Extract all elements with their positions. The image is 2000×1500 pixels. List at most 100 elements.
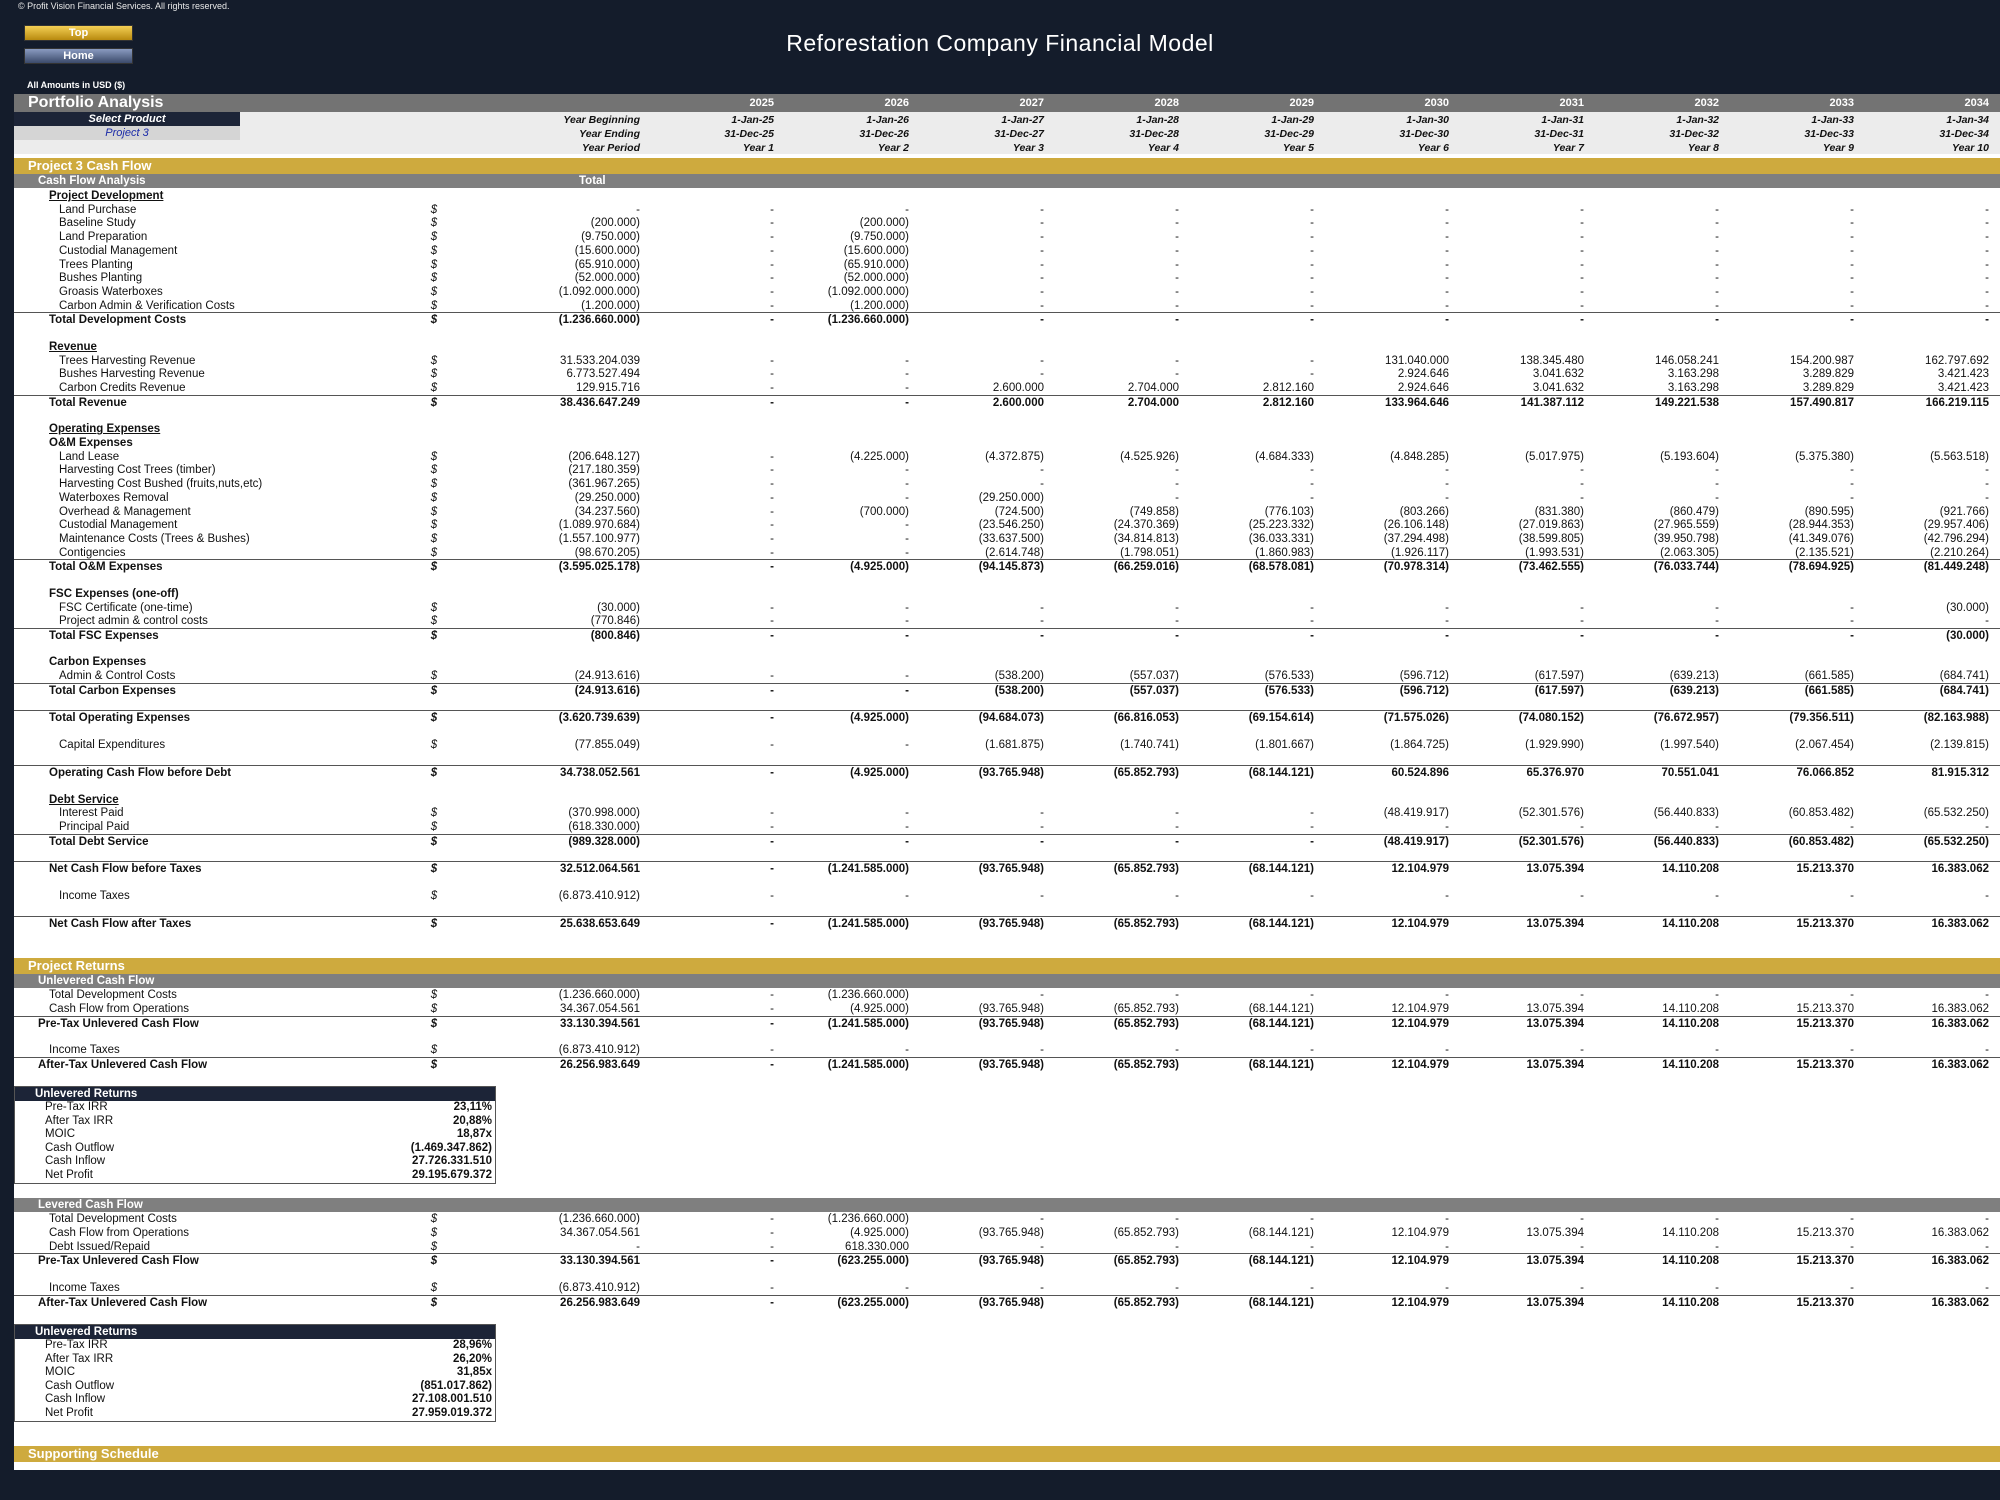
row-value: 14.110.208 (1662, 1059, 1719, 1071)
returns-label: After Tax IRR (45, 1352, 114, 1365)
currency-symbol: $ (430, 807, 438, 820)
row-value: - (1850, 989, 1854, 1001)
row-value: - (770, 396, 774, 409)
row-value: - (1445, 491, 1449, 504)
row-value: - (1310, 1282, 1314, 1294)
row-value: - (1445, 464, 1449, 477)
table-row: After-Tax Unlevered Cash Flow $26.256.983… (14, 1294, 2000, 1310)
row-total: 26.256.983.649 (560, 1296, 640, 1309)
row-total: (3.595.025.178) (558, 561, 640, 574)
row-label: Custodial Management (59, 244, 178, 257)
row-value: (65.852.793) (1113, 1017, 1179, 1030)
product-selector[interactable]: Project 3 (14, 126, 240, 140)
top-button[interactable]: Top (24, 25, 133, 41)
row-value: 12.104.979 (1391, 918, 1449, 931)
row-value: (28.944.353) (1788, 519, 1854, 532)
row-total: (6.873.410.912) (558, 1282, 640, 1294)
row-value: - (905, 368, 909, 381)
row-total: (800.846) (590, 630, 640, 643)
year-beginning-cell: 1-Jan-27 (1001, 114, 1044, 126)
year-beginning-cell: 1-Jan-29 (1271, 114, 1314, 126)
row-label: Harvesting Cost Bushed (fruits,nuts,etc) (59, 478, 263, 491)
row-value: - (1040, 601, 1044, 614)
row-value: (557.037) (1129, 670, 1179, 683)
year-beginning-cell: 1-Jan-32 (1676, 114, 1719, 126)
row-value: - (1445, 630, 1449, 643)
row-value: - (1175, 368, 1179, 381)
row-value: (56.440.833) (1653, 835, 1719, 848)
row-value: - (1175, 244, 1179, 257)
row-label: Total Operating Expenses (49, 712, 191, 725)
row-total: (1.236.660.000) (558, 1213, 640, 1225)
project-returns-header: Project Returns (14, 958, 2000, 974)
home-button[interactable]: Home (24, 48, 133, 64)
currency-symbol: $ (430, 478, 438, 491)
row-value: - (770, 217, 774, 230)
row-value: (4.372.875) (985, 450, 1044, 463)
row-value: - (1580, 1282, 1584, 1294)
row-value: (48.419.917) (1383, 807, 1449, 820)
row-value: - (905, 821, 909, 834)
row-value: 2.924.646 (1397, 382, 1449, 395)
year-header: 2029 (1289, 97, 1314, 109)
row-value: - (1175, 354, 1179, 367)
currency-symbol: $ (430, 1002, 438, 1015)
row-value: - (1175, 1213, 1179, 1225)
row-value: - (770, 505, 774, 518)
row-label: Land Lease (59, 450, 120, 463)
row-value: 13.075.394 (1526, 1059, 1584, 1071)
row-label: Debt Issued/Repaid (49, 1240, 151, 1253)
table-row: Admin & Control Costs $ (24.913.616) - - (538… (14, 669, 2000, 683)
row-value: - (770, 450, 774, 463)
row-total: 129.915.716 (576, 382, 640, 395)
row-value: - (1985, 821, 1989, 834)
row-label: Project admin & control costs (59, 615, 208, 628)
row-value: - (905, 491, 909, 504)
row-value: - (1445, 615, 1449, 628)
returns-label: Net Profit (45, 1168, 93, 1181)
row-label: Land Purchase (59, 203, 137, 216)
row-value: - (1445, 244, 1449, 257)
row-value: (65.852.793) (1113, 863, 1179, 876)
row-value: - (770, 684, 774, 697)
row-value: - (1985, 314, 1989, 327)
returns-value: 20,88% (452, 1114, 492, 1127)
year-period-label: Year Period (582, 142, 640, 154)
row-total: (1.236.660.000) (558, 314, 640, 327)
row-value: - (770, 533, 774, 545)
currency-symbol: $ (430, 546, 438, 559)
row-value: - (770, 368, 774, 381)
currency-symbol: $ (430, 231, 438, 244)
row-label: Land Preparation (59, 231, 148, 244)
row-label: FSC Expenses (one-off) (49, 587, 179, 600)
row-value: - (1850, 272, 1854, 285)
row-value: (1.860.983) (1255, 546, 1314, 559)
year-period-cell: Year 2 (877, 142, 909, 154)
row-value: - (1580, 989, 1584, 1001)
row-value: (860.479) (1669, 505, 1719, 518)
row-value: 157.490.817 (1790, 396, 1854, 409)
row-value: (65.852.793) (1113, 767, 1179, 780)
row-value: (68.144.121) (1248, 767, 1314, 780)
row-value: - (1580, 272, 1584, 285)
row-value: (890.595) (1804, 505, 1854, 518)
row-value: (4.225.000) (850, 450, 909, 463)
spreadsheet: Portfolio Analysis 2025 2026 2027 2028 2029 2… (14, 94, 2000, 1492)
row-value: - (1175, 231, 1179, 244)
row-value: 154.200.987 (1790, 354, 1854, 367)
row-value: - (770, 738, 774, 751)
row-value: - (1445, 1240, 1449, 1253)
row-value: 13.075.394 (1526, 1002, 1584, 1015)
row-value: 13.075.394 (1526, 1017, 1584, 1030)
amounts-note: All Amounts in USD ($) (27, 80, 126, 90)
row-total: (370.998.000) (568, 807, 640, 820)
row-value: - (770, 601, 774, 614)
row-value: - (1175, 1044, 1179, 1057)
table-row: Total Revenue $38.436.647.249 - - 2.600.000 2… (14, 394, 2000, 410)
row-value: (617.597) (1534, 670, 1584, 683)
row-value: - (905, 464, 909, 477)
row-value: (921.766) (1939, 505, 1989, 518)
row-value: (94.145.873) (978, 561, 1044, 574)
row-value: - (1715, 601, 1719, 614)
year-header: 2033 (1829, 97, 1854, 109)
